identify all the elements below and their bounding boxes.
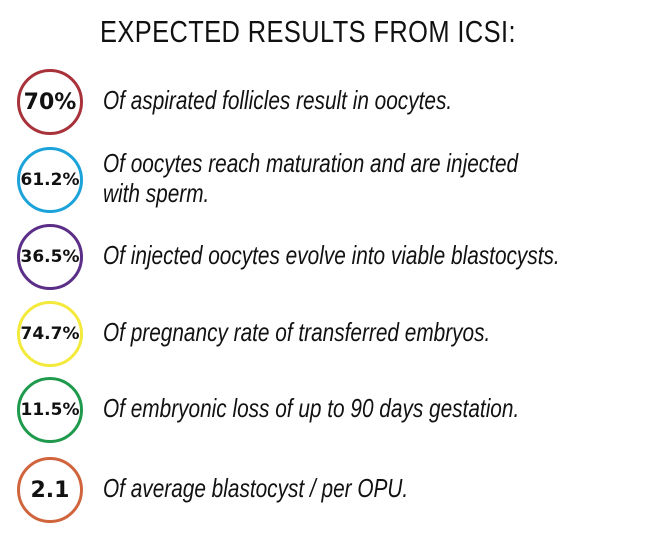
result-description: Of injected oocytes evolve into viable b… [103,240,560,270]
value-circle: 2.1 [17,457,83,523]
description-line: Of aspirated follicles result in oocytes… [103,85,453,115]
result-description: Of embryonic loss of up to 90 days gesta… [103,393,519,423]
description-line: with sperm. [103,178,210,208]
result-description: Of average blastocyst / per OPU. [103,473,408,503]
value-circle: 70% [17,69,83,135]
result-description: Of pregnancy rate of transferred embryos… [103,317,490,347]
value-circle: 61.2% [17,147,83,213]
value-circle: 11.5% [17,377,83,443]
description-line: Of embryonic loss of up to 90 days gesta… [103,393,520,423]
page-title: EXPECTED RESULTS FROM ICSI: [100,14,516,49]
description-line: Of injected oocytes evolve into viable b… [103,240,560,270]
result-description: Of aspirated follicles result in oocytes… [103,85,452,115]
description-line: Of oocytes reach maturation and are inje… [103,148,519,178]
value-circle: 36.5% [17,224,83,290]
description-line: Of average blastocyst / per OPU. [103,473,409,503]
description-line: Of pregnancy rate of transferred embryos… [103,317,491,347]
value-circle: 74.7% [17,301,83,367]
result-description: Of oocytes reach maturation and are inje… [103,148,518,208]
